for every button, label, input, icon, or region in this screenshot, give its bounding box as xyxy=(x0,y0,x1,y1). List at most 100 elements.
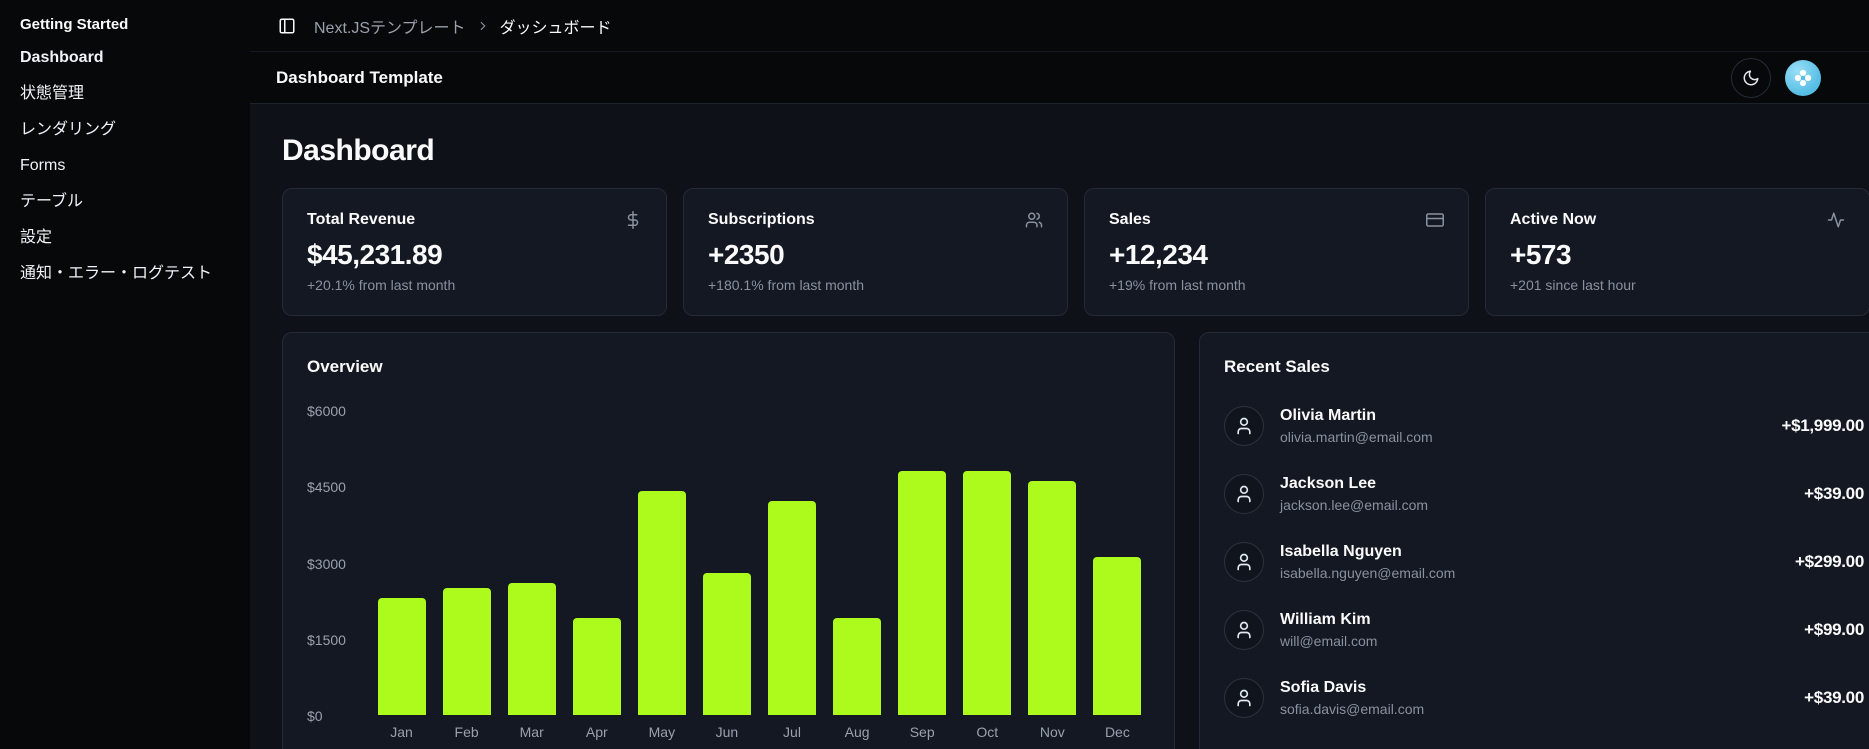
stat-title: Subscriptions xyxy=(708,211,815,228)
user-avatar[interactable] xyxy=(1785,59,1821,96)
chevron-right-icon xyxy=(476,19,490,33)
sidebar-item-dashboard[interactable]: Dashboard xyxy=(20,49,104,66)
stat-card-sales: Sales +12,234 +19% from last month xyxy=(1084,188,1469,316)
user-icon xyxy=(1224,474,1264,514)
credit-card-icon xyxy=(1426,211,1444,229)
chart-x-label: May xyxy=(648,724,676,740)
chart-bar xyxy=(702,573,751,715)
breadcrumb-current: ダッシュボード xyxy=(499,19,612,37)
recent-sales-list: Olivia Martin olivia.martin@email.com +$… xyxy=(1224,405,1864,719)
sidebar-item-state-management[interactable]: 状態管理 xyxy=(20,85,85,102)
panel-left-icon xyxy=(278,17,296,35)
activity-icon xyxy=(1827,211,1845,229)
sidebar-item-notifications-errors-logtest[interactable]: 通知・エラー・ログテスト xyxy=(20,265,213,282)
overview-card: Overview $6000 $4500 $3000 $1500 $0 Jan Feb Ma… xyxy=(282,332,1175,749)
stat-change: +201 since last hour xyxy=(1510,277,1636,293)
sale-amount: +$39.00 xyxy=(1804,484,1864,503)
stat-card-active-now: Active Now +573 +201 since last hour xyxy=(1485,188,1869,316)
sale-name: Jackson Lee xyxy=(1280,475,1377,492)
chart-bar xyxy=(1028,481,1077,715)
chart-bar xyxy=(768,501,816,715)
breadcrumb-parent[interactable]: Next.JSテンプレート xyxy=(314,19,466,37)
user-icon xyxy=(1224,406,1264,446)
page-header-bar: Dashboard Template xyxy=(250,52,1869,104)
chart-bar xyxy=(833,618,882,715)
chart-y-tick: $3000 xyxy=(307,555,346,572)
chart-bar-slot: Jun xyxy=(694,411,759,742)
chart-bar xyxy=(507,583,556,715)
chart-y-tick: $0 xyxy=(307,708,323,724)
chart-y-tick: $4500 xyxy=(307,479,346,496)
sale-email: will@email.com xyxy=(1280,633,1378,649)
user-icon xyxy=(1224,542,1264,582)
dashboard-content: Dashboard Total Revenue $45,231.89 +20.1… xyxy=(250,104,1869,749)
chart-bar xyxy=(377,598,426,715)
chart-x-label: Dec xyxy=(1104,724,1130,740)
page-title: Dashboard xyxy=(282,134,435,167)
stat-title: Total Revenue xyxy=(307,211,416,228)
sidebar-toggle-button[interactable] xyxy=(274,13,300,39)
chart-bar-slot: Mar xyxy=(499,411,564,742)
charts-row: Overview $6000 $4500 $3000 $1500 $0 Jan Feb Ma… xyxy=(282,332,1869,749)
chart-plot: Jan Feb Mar Apr May Jun Jul Aug Sep Oct Nov Dec xyxy=(369,411,1150,742)
sale-row: Jackson Lee jackson.lee@email.com +$39.0… xyxy=(1224,473,1864,515)
sidebar-item-settings[interactable]: 設定 xyxy=(20,229,53,246)
moon-icon xyxy=(1742,69,1760,87)
sale-name: Olivia Martin xyxy=(1280,407,1377,424)
sale-name: Isabella Nguyen xyxy=(1280,543,1402,560)
sidebar-item-rendering[interactable]: レンダリング xyxy=(20,121,117,138)
chart-x-label: Jun xyxy=(715,724,739,740)
stat-value: +2350 xyxy=(708,239,785,270)
sale-row: Olivia Martin olivia.martin@email.com +$… xyxy=(1224,405,1864,447)
chart-x-label: Oct xyxy=(976,724,999,740)
chart-bar xyxy=(572,618,621,715)
dollar-sign-icon xyxy=(624,211,642,229)
users-icon xyxy=(1025,211,1043,229)
chart-bar xyxy=(637,491,686,715)
breadcrumb: Next.JSテンプレート ダッシュボード xyxy=(314,14,612,38)
recent-sales-title: Recent Sales xyxy=(1224,357,1330,376)
header-title: Dashboard Template xyxy=(276,67,443,87)
sale-email: sofia.davis@email.com xyxy=(1280,701,1425,717)
chart-bar-slot: Jul xyxy=(759,411,824,742)
chart-bar-slot: Feb xyxy=(434,411,499,742)
user-icon xyxy=(1224,678,1264,718)
sale-row: William Kim will@email.com +$99.00 xyxy=(1224,609,1864,651)
theme-toggle-button[interactable] xyxy=(1731,57,1771,98)
stat-card-subscriptions: Subscriptions +2350 +180.1% from last mo… xyxy=(683,188,1068,316)
chart-y-tick: $6000 xyxy=(307,403,346,419)
sidebar-item-tables[interactable]: テーブル xyxy=(20,193,84,210)
recent-sales-card: Recent Sales Olivia Martin olivia.martin… xyxy=(1199,332,1869,749)
sidebar-item-forms[interactable]: Forms xyxy=(20,157,66,174)
main-column: Next.JSテンプレート ダッシュボード Dashboard Template… xyxy=(250,0,1869,749)
sale-email: isabella.nguyen@email.com xyxy=(1280,565,1456,581)
chart-x-label: Jul xyxy=(783,724,801,740)
user-icon xyxy=(1224,610,1264,650)
sale-email: jackson.lee@email.com xyxy=(1280,497,1429,513)
chart-x-label: Apr xyxy=(585,724,608,740)
header-actions xyxy=(1731,57,1821,98)
sale-name: Sofia Davis xyxy=(1280,679,1367,696)
chart-bar-slot: Aug xyxy=(825,411,890,742)
chart-bar-slot: May xyxy=(629,411,694,742)
stat-change: +19% from last month xyxy=(1109,277,1246,293)
breadcrumb-bar: Next.JSテンプレート ダッシュボード xyxy=(250,0,1869,52)
chart-x-label: Sep xyxy=(909,724,935,740)
chart-bar-slot: Jan xyxy=(369,411,434,742)
stat-card-total-revenue: Total Revenue $45,231.89 +20.1% from las… xyxy=(282,188,667,316)
chart-bar xyxy=(898,471,947,715)
chart-x-label: Aug xyxy=(844,724,870,740)
overview-title: Overview xyxy=(307,357,383,376)
chart-bar xyxy=(1093,557,1142,715)
stats-row: Total Revenue $45,231.89 +20.1% from las… xyxy=(282,188,1869,316)
chart-x-label: Jan xyxy=(390,724,413,740)
sidebar-section-getting-started[interactable]: Getting Started xyxy=(20,16,129,33)
sale-name: William Kim xyxy=(1280,611,1371,628)
stat-title: Active Now xyxy=(1510,211,1597,228)
chart-bar xyxy=(442,588,491,715)
chart-x-label: Feb xyxy=(454,724,479,740)
chart-y-tick: $1500 xyxy=(307,631,346,648)
sale-amount: +$99.00 xyxy=(1804,620,1864,639)
bar-chart: $6000 $4500 $3000 $1500 $0 Jan Feb Mar Apr May Ju… xyxy=(307,403,1150,742)
stat-value: $45,231.89 xyxy=(307,239,443,270)
